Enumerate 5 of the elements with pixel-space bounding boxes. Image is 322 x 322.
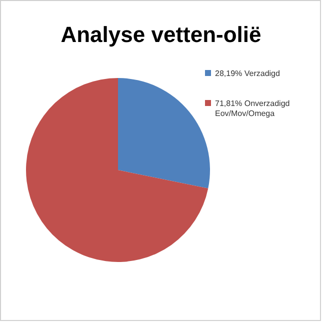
pie-slice	[118, 78, 210, 188]
legend-label: 28,19% Verzadigd	[215, 69, 280, 78]
pie-slice	[26, 78, 208, 262]
chart-title: Analyse vetten-olië	[60, 22, 262, 47]
legend-label: 71,81% Onverzadigd Eov/Mov/Omega	[215, 99, 290, 118]
